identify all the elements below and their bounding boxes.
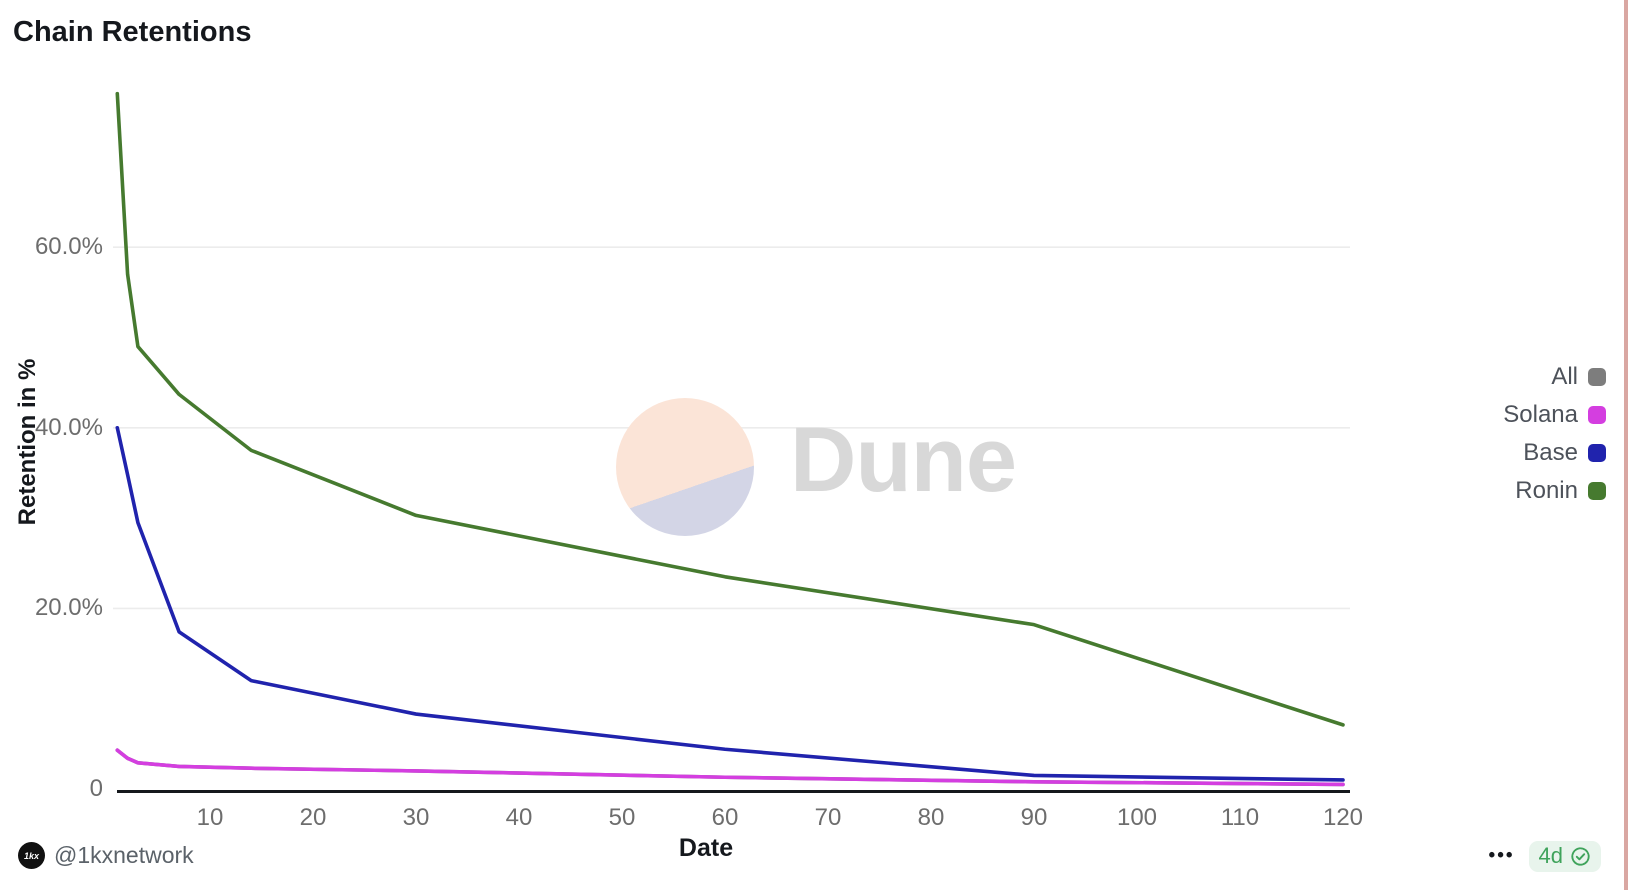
author-row: 1kx @1kxnetwork <box>18 842 194 869</box>
avatar[interactable]: 1kx <box>18 842 45 869</box>
legend-swatch-all <box>1588 368 1606 386</box>
page-edge-strip <box>1624 0 1628 890</box>
legend-label-ronin: Ronin <box>1515 477 1578 504</box>
series-line-ronin <box>115 91 1345 727</box>
legend-label-all: All <box>1551 363 1578 390</box>
age-badge[interactable]: 4d <box>1528 840 1601 872</box>
post-meta-row: ••• 4d <box>1489 840 1601 872</box>
xtick-label-30: 30 <box>402 804 430 831</box>
legend-swatch-ronin <box>1588 482 1606 500</box>
series-line-solana <box>115 748 1345 787</box>
y-axis-title: Retention in % <box>14 358 41 526</box>
ytick-label-20.0%: 20.0% <box>34 594 103 622</box>
chart-legend: All Solana Base Ronin <box>1503 358 1606 510</box>
legend-label-base: Base <box>1523 439 1578 466</box>
age-badge-label: 4d <box>1538 843 1563 868</box>
x-axis-title: Date <box>678 834 734 862</box>
xtick-label-110: 110 <box>1220 804 1260 831</box>
legend-swatch-base <box>1588 444 1606 462</box>
more-menu-button[interactable]: ••• <box>1488 845 1515 866</box>
verified-badge-icon <box>1571 846 1590 866</box>
xtick-label-20: 20 <box>299 804 327 831</box>
ytick-label-40.0%: 40.0% <box>34 413 103 441</box>
xtick-label-80: 80 <box>917 804 945 831</box>
legend-swatch-solana <box>1588 406 1606 424</box>
xtick-label-70: 70 <box>814 804 842 831</box>
legend-item-ronin[interactable]: Ronin <box>1503 472 1606 510</box>
dune-watermark: Dune <box>790 409 1017 511</box>
legend-label-solana: Solana <box>1503 401 1578 428</box>
xtick-label-100: 100 <box>1116 804 1158 831</box>
xtick-label-50: 50 <box>608 804 636 831</box>
xtick-label-10: 10 <box>196 804 224 831</box>
page-title: Chain Retentions <box>13 16 252 48</box>
xtick-label-60: 60 <box>711 804 739 831</box>
series-line-base <box>115 425 1345 782</box>
legend-item-all[interactable]: All <box>1503 358 1606 396</box>
dune-sun-logo-icon <box>616 398 754 536</box>
author-handle[interactable]: @1kxnetwork <box>54 842 194 868</box>
legend-item-base[interactable]: Base <box>1503 434 1606 472</box>
xtick-label-120: 120 <box>1322 804 1364 831</box>
ytick-label-60.0%: 60.0% <box>34 233 103 261</box>
xtick-label-40: 40 <box>505 804 533 831</box>
legend-item-solana[interactable]: Solana <box>1503 396 1606 434</box>
xtick-label-90: 90 <box>1020 804 1048 831</box>
ytick-label-0: 0 <box>89 775 103 802</box>
